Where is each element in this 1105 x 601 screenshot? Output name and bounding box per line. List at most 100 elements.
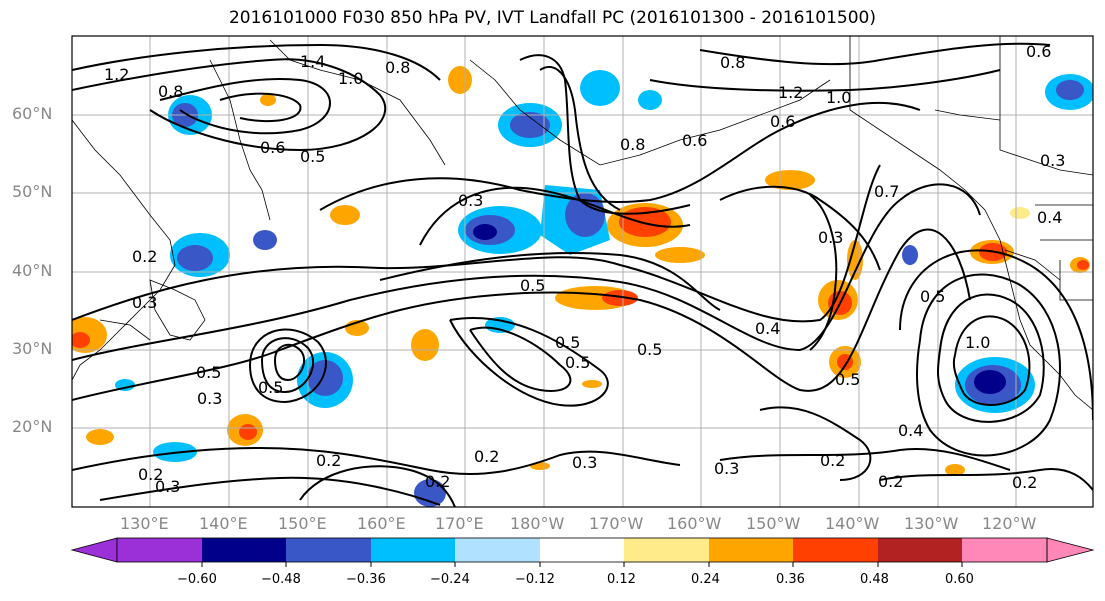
contour-label: 0.2 <box>1012 473 1037 492</box>
lat-label: 60°N <box>12 104 53 123</box>
contour-label: 0.5 <box>920 287 945 306</box>
contour-label: 0.5 <box>565 353 590 372</box>
lon-label: 170°E <box>435 514 484 533</box>
positive-blob <box>602 290 638 306</box>
contour-label: 0.3 <box>818 228 843 247</box>
colorbar-max-extension <box>1046 537 1095 563</box>
colorbar-tick-label: −0.60 <box>177 572 217 587</box>
contour-label: 1.0 <box>826 88 851 107</box>
lon-label: 150°E <box>278 514 327 533</box>
negative-blob <box>473 224 497 240</box>
colorbar-bin <box>202 538 286 562</box>
negative-blob <box>580 70 620 106</box>
colorbar-tick-label: −0.24 <box>430 572 470 587</box>
negative-blob <box>510 112 550 138</box>
colorbar-tick-label: −0.36 <box>346 572 386 587</box>
negative-blob <box>253 230 277 250</box>
colorbar-bin <box>371 538 455 562</box>
contour-label: 0.5 <box>555 333 580 352</box>
contour-label: 0.6 <box>260 138 285 157</box>
contour-label: 0.8 <box>620 135 645 154</box>
colorbar-bin <box>540 538 624 562</box>
contour-label: 0.3 <box>458 191 483 210</box>
lat-label: 20°N <box>12 417 53 436</box>
colorbar-bin <box>709 538 793 562</box>
negative-blob <box>414 479 446 507</box>
lon-label: 170°W <box>589 514 644 533</box>
negative-blob <box>974 370 1006 394</box>
colorbar-bin <box>793 538 878 562</box>
contour-labels: 1.4 1.2 1.0 0.8 0.8 0.6 0.5 0.3 0.8 1.2 … <box>104 42 1065 496</box>
lat-label: 30°N <box>12 339 53 358</box>
contour-label: 1.4 <box>300 52 325 71</box>
contour-label: 0.5 <box>520 276 545 295</box>
lon-label: 150°W <box>746 514 801 533</box>
map-plot-area <box>72 36 1093 507</box>
contour-label: 0.3 <box>132 293 157 312</box>
lon-label: 160°W <box>667 514 722 533</box>
map-frame <box>71 35 1094 508</box>
contour-label: 0.3 <box>197 389 222 408</box>
negative-blob <box>177 245 213 271</box>
contour-label: 0.2 <box>132 247 157 266</box>
contour-label: 0.3 <box>572 453 597 472</box>
colorbar-tick-label: 0.60 <box>945 572 974 587</box>
contour-label: 0.5 <box>300 147 325 166</box>
lon-label: 130°W <box>904 514 959 533</box>
positive-blob <box>239 424 257 440</box>
coastlines <box>72 36 1093 411</box>
lon-label: 120°W <box>982 514 1037 533</box>
lon-label: 140°W <box>825 514 880 533</box>
shaded-field <box>72 66 1093 507</box>
lon-label: 140°E <box>199 514 248 533</box>
contour-label: 0.2 <box>820 451 845 470</box>
contour-label: 0.3 <box>155 477 180 496</box>
positive-blob <box>945 464 965 476</box>
colorbar <box>70 537 1095 567</box>
negative-blob <box>565 193 605 237</box>
contour-label: 0.2 <box>138 465 163 484</box>
lon-label: 160°E <box>357 514 406 533</box>
positive-blob <box>411 329 439 361</box>
contour-label: 0.3 <box>1040 151 1065 170</box>
colorbar-ticks <box>201 562 963 567</box>
contour-label: 0.2 <box>878 472 903 491</box>
colorbar-tick-label: 0.24 <box>691 572 720 587</box>
colorbar-tick-label: 0.36 <box>776 572 805 587</box>
contour-label: 1.2 <box>778 83 803 102</box>
contour-label: 0.2 <box>316 451 341 470</box>
lon-label: 180°W <box>510 514 565 533</box>
contour-label: 0.8 <box>720 53 745 72</box>
contour-label: 0.3 <box>714 459 739 478</box>
colorbar-outline <box>116 537 1048 563</box>
positive-blob <box>1010 207 1030 219</box>
colorbar-bin <box>878 538 962 562</box>
contour-label: 0.6 <box>682 131 707 150</box>
positive-blob <box>655 247 705 263</box>
colorbar-min-extension <box>70 537 118 563</box>
positive-blob <box>86 429 114 445</box>
contour-label: 0.4 <box>1037 208 1062 227</box>
lon-label: 130°E <box>120 514 169 533</box>
positive-blob <box>1077 260 1089 270</box>
contour-label: 1.2 <box>104 65 129 84</box>
colorbar-bin <box>286 538 371 562</box>
lat-label: 40°N <box>12 261 53 280</box>
contour-label: 0.5 <box>258 378 283 397</box>
contour-label: 0.2 <box>474 447 499 466</box>
positive-blob <box>582 380 602 388</box>
negative-blob <box>902 245 918 265</box>
negative-blob <box>1056 80 1084 100</box>
colorbar-bin <box>962 538 1047 562</box>
contour-label: 0.5 <box>835 370 860 389</box>
contour-label: 0.8 <box>385 58 410 77</box>
colorbar-bin <box>624 538 709 562</box>
positive-blob <box>72 332 90 348</box>
contour-label: 0.5 <box>637 340 662 359</box>
contour-label: 0.7 <box>874 182 899 201</box>
positive-blob <box>330 205 360 225</box>
contour-label: 1.0 <box>965 333 990 352</box>
lat-label: 50°N <box>12 182 53 201</box>
map-title: 2016101000 F030 850 hPa PV, IVT Landfall… <box>228 8 876 28</box>
